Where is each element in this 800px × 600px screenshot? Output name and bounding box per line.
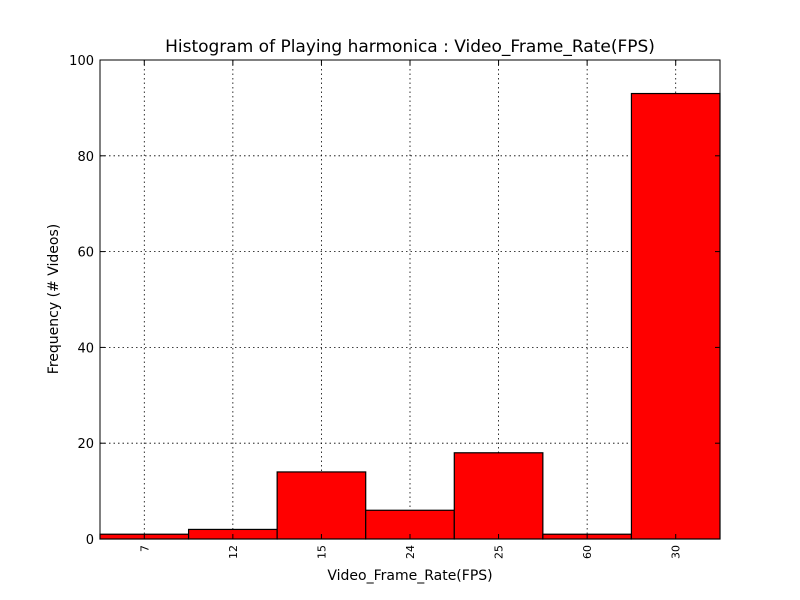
bar-15: [276, 471, 367, 540]
y-tick-label: 100: [69, 54, 94, 69]
y-tick-label: 20: [77, 437, 94, 452]
y-tick-label: 80: [77, 150, 94, 165]
x-tick-label: 25: [493, 545, 506, 559]
x-axis-label: Video_Frame_Rate(FPS): [327, 568, 492, 584]
x-tick-label: 7: [138, 545, 151, 552]
x-tick-label: 60: [581, 545, 594, 559]
y-tick-label: 60: [77, 246, 94, 261]
grid-layer: [100, 59, 720, 540]
bars-layer: [99, 92, 721, 540]
x-tick-label: 12: [227, 545, 240, 559]
x-tick-label: 24: [404, 545, 417, 559]
x-tick-label: 30: [670, 545, 683, 559]
y-axis-label: Frequency (# Videos): [46, 224, 62, 374]
y-tick-label: 40: [77, 341, 94, 356]
y-tick-label: 0: [86, 533, 94, 548]
bar-30: [630, 92, 721, 540]
ticks-layer: 0 20 40 60 80 100 7 12 15 24 25 60 30: [69, 54, 720, 559]
chart-title: Histogram of Playing harmonica : Video_F…: [165, 37, 655, 57]
bar-25: [453, 452, 544, 540]
plot-frame: [99, 59, 721, 540]
x-tick-label: 15: [315, 545, 328, 559]
